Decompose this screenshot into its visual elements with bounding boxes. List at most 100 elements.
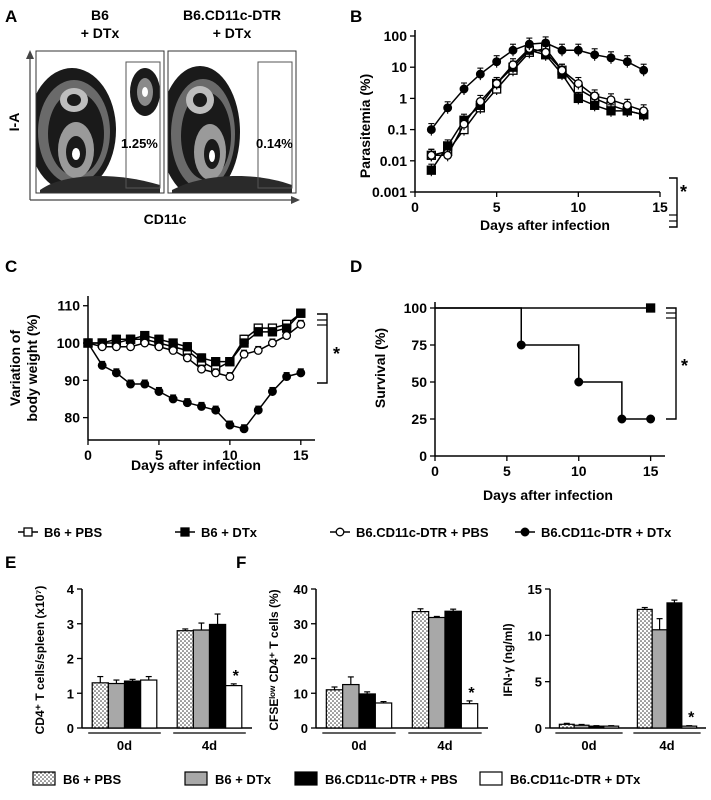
- f1-ytick-label-0: 0: [301, 721, 308, 736]
- legend-line-label-0: B6 + PBS: [44, 525, 102, 540]
- c-series-2-point-14: [282, 331, 292, 341]
- c-series-3-point-4: [140, 379, 150, 389]
- f2-ylabel: IFN-γ (ng/ml): [501, 623, 515, 696]
- c-series-2-line: [87, 323, 302, 378]
- b-series-2-point-4: [492, 79, 502, 88]
- d-ytick-label-3: 75: [411, 337, 427, 353]
- b-series-2-point-13: [639, 106, 649, 116]
- c-ytick-label-1: 90: [64, 372, 80, 388]
- panel-e: E 0 1 2 3 4 0d * 4d CD4⁺ T cells/spleen (x10⁷): [5, 553, 252, 753]
- legend-lines: B6 + PBS B6 + DTx B6.CD11c-DTR + PBS B6.CD1…: [18, 525, 672, 540]
- flow-group-2-line2: + DTx: [213, 25, 252, 41]
- gate-pct-2: 0.14%: [256, 136, 293, 151]
- b-xtick-label-0: 0: [411, 199, 419, 215]
- d-series-1-line: [435, 307, 651, 420]
- c-xtick-label-3: 15: [293, 447, 309, 463]
- flow-plot-1: [36, 51, 164, 193]
- legend-line-marker-2: [335, 527, 345, 537]
- b-series-3-point-9: [573, 45, 583, 55]
- legend-bar-label-3: B6.CD11c-DTR + DTx: [510, 772, 641, 787]
- b-series-3-point-4: [492, 57, 502, 67]
- e-ytick-label-2: 2: [67, 652, 74, 667]
- legend-line-label-1: B6 + DTx: [201, 525, 258, 540]
- f1-ytick-label-3: 30: [294, 617, 308, 632]
- chart-body-weight: 0 5 10 15 80 90 100 110: [57, 296, 315, 463]
- b-ytick-label-2: 0.1: [388, 122, 408, 138]
- e-bar-0-3: [140, 679, 158, 729]
- d-xtick-label-0: 0: [431, 463, 439, 479]
- flow-group-1-line1: B6: [91, 7, 109, 23]
- legend-line-marker-1: [180, 527, 190, 537]
- e-category-1: 4d: [202, 738, 217, 753]
- chart-cd4-cells: 0 1 2 3 4 0d * 4d: [67, 582, 252, 753]
- panel-c: C 0 5 10 15 80 90 100 110 Variation of body wei…: [5, 257, 340, 473]
- f2-bar-1-0: [636, 608, 653, 729]
- b-series-3-point-13: [639, 65, 649, 75]
- c-series-3-point-14: [282, 372, 292, 382]
- b-series-2-point-3: [475, 96, 485, 106]
- e-bar-0-1: [107, 682, 126, 729]
- b-series-3-point-8: [557, 45, 567, 55]
- f1-ytick-label-4: 40: [294, 582, 308, 597]
- c-series-3-point-9: [211, 405, 221, 415]
- b-series-2-point-10: [590, 91, 600, 101]
- legend-bar-swatch-3: [479, 771, 503, 786]
- c-series-2-point-8: [197, 364, 206, 374]
- c-xlabel: Days after infection: [131, 457, 261, 473]
- f1-category-0: 0d: [351, 738, 366, 753]
- f1-bar-1-0: [411, 610, 430, 729]
- legend-bar-label-0: B6 + PBS: [63, 772, 121, 787]
- e-significance: *: [233, 668, 240, 685]
- chart-survival: 0 5 10 15 0 25 50 75 100: [404, 300, 665, 479]
- d-significance: *: [681, 356, 688, 376]
- f1-bar-1-1: [428, 616, 446, 729]
- gate-2: [257, 61, 293, 189]
- b-series-2-point-9: [573, 79, 583, 88]
- e-bar-1-2: [208, 623, 227, 729]
- c-xtick-label-0: 0: [84, 447, 92, 463]
- b-ytick-label-3: 1: [399, 90, 407, 106]
- c-series-1-point-4: [140, 330, 150, 341]
- c-ytick-label-0: 80: [64, 410, 80, 426]
- flow-ylabel: I-A: [6, 113, 22, 132]
- b-series-3-point-12: [622, 57, 632, 67]
- legend-line-label-2: B6.CD11c-DTR + PBS: [356, 525, 489, 540]
- b-series-3-point-3: [475, 69, 485, 79]
- b-xlabel: Days after infection: [480, 217, 610, 233]
- panel-label-d: D: [350, 257, 362, 276]
- b-series-1-point-9: [573, 93, 583, 104]
- panel-b: B 0 5 10 15 0.001 0.01 0.1 1 10 100 Parasitemia (…: [350, 7, 687, 233]
- b-series-3-point-10: [590, 50, 600, 60]
- b-ytick-label-4: 10: [391, 59, 407, 75]
- f1-category-1: 4d: [437, 738, 452, 753]
- b-xtick-label-3: 15: [652, 199, 668, 215]
- f2-significance: *: [688, 710, 695, 727]
- legend-line-marker-0: [23, 527, 33, 537]
- e-ytick-label-1: 1: [67, 686, 74, 701]
- d-xlabel: Days after infection: [483, 487, 613, 503]
- c-series-2-point-10: [225, 372, 235, 382]
- f1-bar-1-2: [444, 610, 462, 729]
- c-series-1-point-11: [239, 338, 249, 348]
- f2-bar-0-1: [573, 724, 590, 729]
- e-bar-0-0: [91, 682, 109, 729]
- f1-significance: *: [468, 685, 475, 702]
- panel-label-e: E: [5, 553, 16, 572]
- c-series-2-point-5: [154, 342, 164, 352]
- c-series-0-line: [88, 312, 302, 370]
- legend-bar-swatch-1: [184, 771, 208, 786]
- b-ytick-label-0: 0.001: [372, 184, 407, 200]
- c-series-1-point-14: [281, 323, 292, 333]
- b-series-3-point-5: [508, 45, 518, 55]
- d-ylabel: Survival (%): [372, 328, 388, 408]
- b-xtick-label-2: 10: [571, 199, 587, 215]
- c-series-1-point-5: [154, 334, 164, 344]
- b-sig-bracket: [669, 177, 678, 228]
- legend-line-marker-3: [520, 527, 530, 537]
- c-series-1-point-3: [125, 334, 136, 344]
- b-series-2-point-7: [541, 47, 551, 57]
- legend-bar-swatch-2: [294, 771, 318, 786]
- f2-category-1: 4d: [659, 738, 674, 753]
- b-series-3-point-1: [443, 103, 453, 113]
